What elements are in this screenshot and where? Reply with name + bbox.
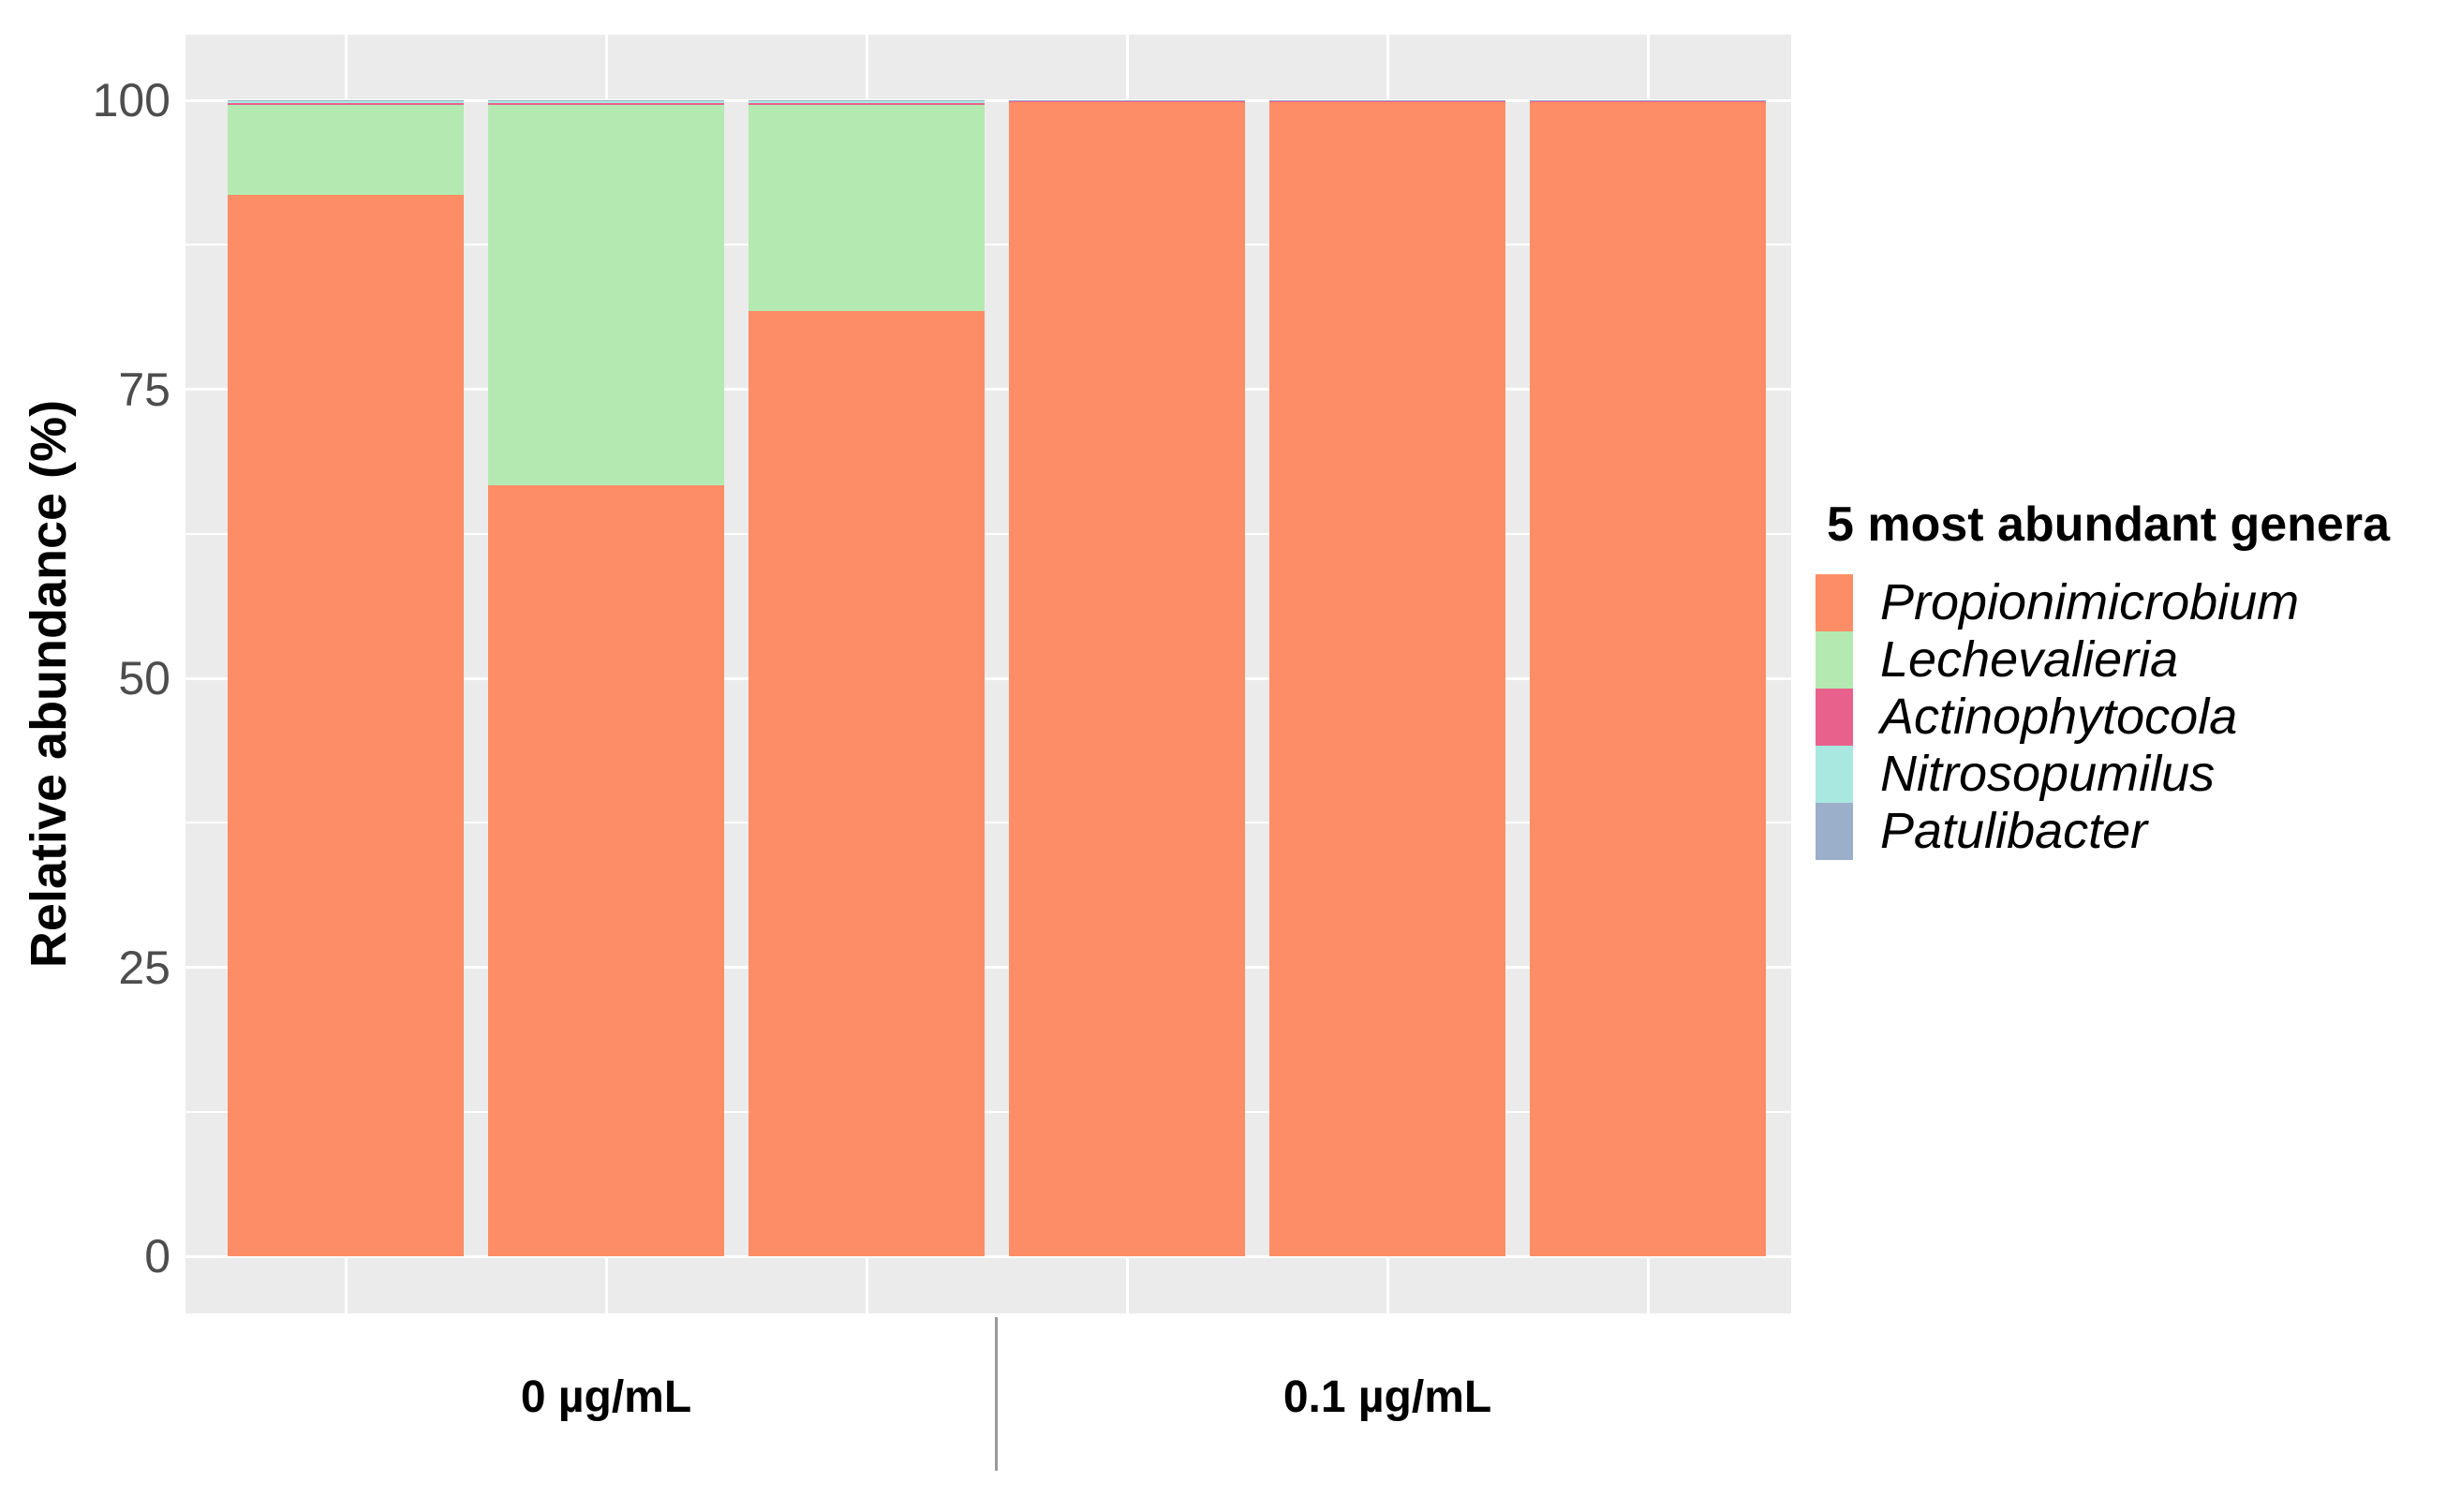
legend-swatch-lechevalieria: [1816, 631, 1853, 689]
h-gridline: [185, 388, 1791, 391]
legend-label: Propionimicrobium: [1880, 574, 2300, 630]
bar-segment-propionimicrobium: [228, 195, 464, 1256]
legend-label: Patulibacter: [1880, 803, 2148, 859]
bar-segment-patulibacter: [488, 99, 724, 102]
bar-segment-nitrosopumilus: [749, 101, 985, 103]
legend-swatch-patulibacter: [1816, 803, 1853, 860]
bar-segment-lechevalieria: [749, 104, 985, 311]
y-tick-label: 25: [118, 941, 170, 994]
bar-segment-patulibacter: [1530, 100, 1766, 101]
bar-segment-actinophytocola: [1530, 101, 1766, 103]
bar-segment-patulibacter: [1269, 100, 1505, 101]
bar-segment-actinophytocola: [1269, 101, 1505, 103]
bar-segment-actinophytocola: [1009, 101, 1245, 103]
bar-segment-nitrosopumilus: [228, 101, 464, 103]
plot-panel: [185, 35, 1791, 1313]
y-tick-label: 100: [92, 74, 170, 126]
h-gridline: [185, 244, 1791, 246]
bar-segment-patulibacter: [749, 99, 985, 102]
legend-item: Patulibacter: [1816, 803, 2299, 860]
bar-segment-propionimicrobium: [749, 310, 985, 1256]
y-tick-label: 75: [118, 363, 170, 416]
stacked-bar: [1009, 100, 1245, 1256]
bar-segment-nitrosopumilus: [1530, 100, 1766, 102]
stacked-bar: [1530, 100, 1766, 1256]
stacked-bar: [1269, 100, 1505, 1256]
stacked-bar: [488, 99, 724, 1256]
h-gridline: [185, 98, 1791, 102]
h-gridline: [185, 532, 1791, 535]
legend-label: Nitrosopumilus: [1880, 746, 2216, 802]
bar-segment-propionimicrobium: [488, 484, 724, 1256]
y-tick-label: 50: [118, 652, 170, 704]
x-group-label: 0 µg/mL: [520, 1372, 692, 1422]
h-gridline: [185, 676, 1791, 680]
bar-segment-actinophytocola: [488, 102, 724, 105]
bar-segment-propionimicrobium: [1009, 102, 1245, 1256]
bar-segment-lechevalieria: [228, 104, 464, 196]
h-gridline: [185, 822, 1791, 824]
x-group-label: 0.1 µg/mL: [1282, 1372, 1492, 1422]
y-tick-label: 0: [144, 1230, 170, 1282]
legend-item: Propionimicrobium: [1816, 574, 2299, 631]
stacked-bar: [228, 99, 464, 1256]
legend-item: Actinophytocola: [1816, 689, 2299, 746]
bar-segment-nitrosopumilus: [488, 101, 724, 103]
h-gridline: [185, 1110, 1791, 1113]
legend-item: Lechevalieria: [1816, 631, 2299, 689]
bar-segment-patulibacter: [1009, 100, 1245, 101]
legend-swatch-actinophytocola: [1816, 689, 1853, 746]
legend-swatch-propionimicrobium: [1816, 574, 1853, 631]
legend-swatch-nitrosopumilus: [1816, 746, 1853, 803]
group-divider-line: [995, 1317, 998, 1471]
bar-segment-nitrosopumilus: [1269, 100, 1505, 102]
bar-segment-actinophytocola: [228, 102, 464, 105]
bar-segment-lechevalieria: [488, 104, 724, 485]
legend-label: Lechevalieria: [1880, 631, 2179, 688]
legend-label: Actinophytocola: [1880, 689, 2238, 745]
bar-segment-patulibacter: [228, 99, 464, 102]
bar-segment-propionimicrobium: [1530, 102, 1766, 1256]
legend-title: 5 most abundant genera: [1827, 497, 2390, 552]
bar-segment-propionimicrobium: [1269, 102, 1505, 1256]
legend-item: Nitrosopumilus: [1816, 746, 2299, 803]
bar-segment-actinophytocola: [749, 102, 985, 105]
stacked-bar: [749, 99, 985, 1256]
bar-segment-nitrosopumilus: [1009, 100, 1245, 102]
h-gridline: [185, 1254, 1791, 1258]
h-gridline: [185, 966, 1791, 969]
legend-items: Propionimicrobium Lechevalieria Actinophyt…: [1816, 574, 2299, 860]
